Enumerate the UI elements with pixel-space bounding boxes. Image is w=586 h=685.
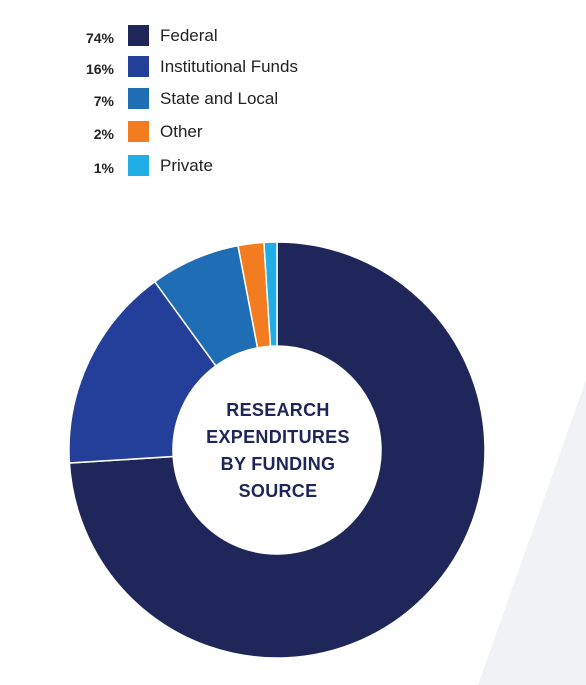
legend-label: State and Local (160, 89, 279, 108)
center-title-line: RESEARCH (226, 400, 330, 420)
center-title-line: EXPENDITURES (206, 427, 350, 447)
legend-item-federal: 74% Federal (0, 25, 400, 49)
legend-label: Other (160, 122, 203, 141)
legend-percent: 7% (93, 93, 114, 109)
legend-swatch (128, 56, 149, 77)
chart-center-title: RESEARCH EXPENDITURES BY FUNDING SOURCE (178, 397, 378, 505)
legend-item-private: 1% Private (0, 155, 400, 179)
legend-swatch (128, 155, 149, 176)
legend-swatch (128, 25, 149, 46)
legend-item-state-and-local: 7% State and Local (0, 88, 400, 112)
donut-hole (173, 346, 381, 554)
legend-swatch (128, 88, 149, 109)
background-gray-wedge (478, 380, 586, 685)
legend-label: Federal (160, 26, 218, 45)
center-title-line: SOURCE (238, 481, 318, 501)
legend-item-other: 2% Other (0, 121, 400, 145)
legend-percent: 1% (93, 160, 114, 176)
legend-percent: 2% (93, 126, 114, 142)
legend-swatch (128, 121, 149, 142)
legend-label: Institutional Funds (160, 57, 298, 76)
legend-item-institutional-funds: 16% Institutional Funds (0, 56, 400, 80)
legend-percent: 74% (85, 30, 114, 46)
legend-label: Private (160, 156, 213, 175)
center-title-line: BY FUNDING (220, 454, 336, 474)
legend-percent: 16% (85, 61, 114, 77)
